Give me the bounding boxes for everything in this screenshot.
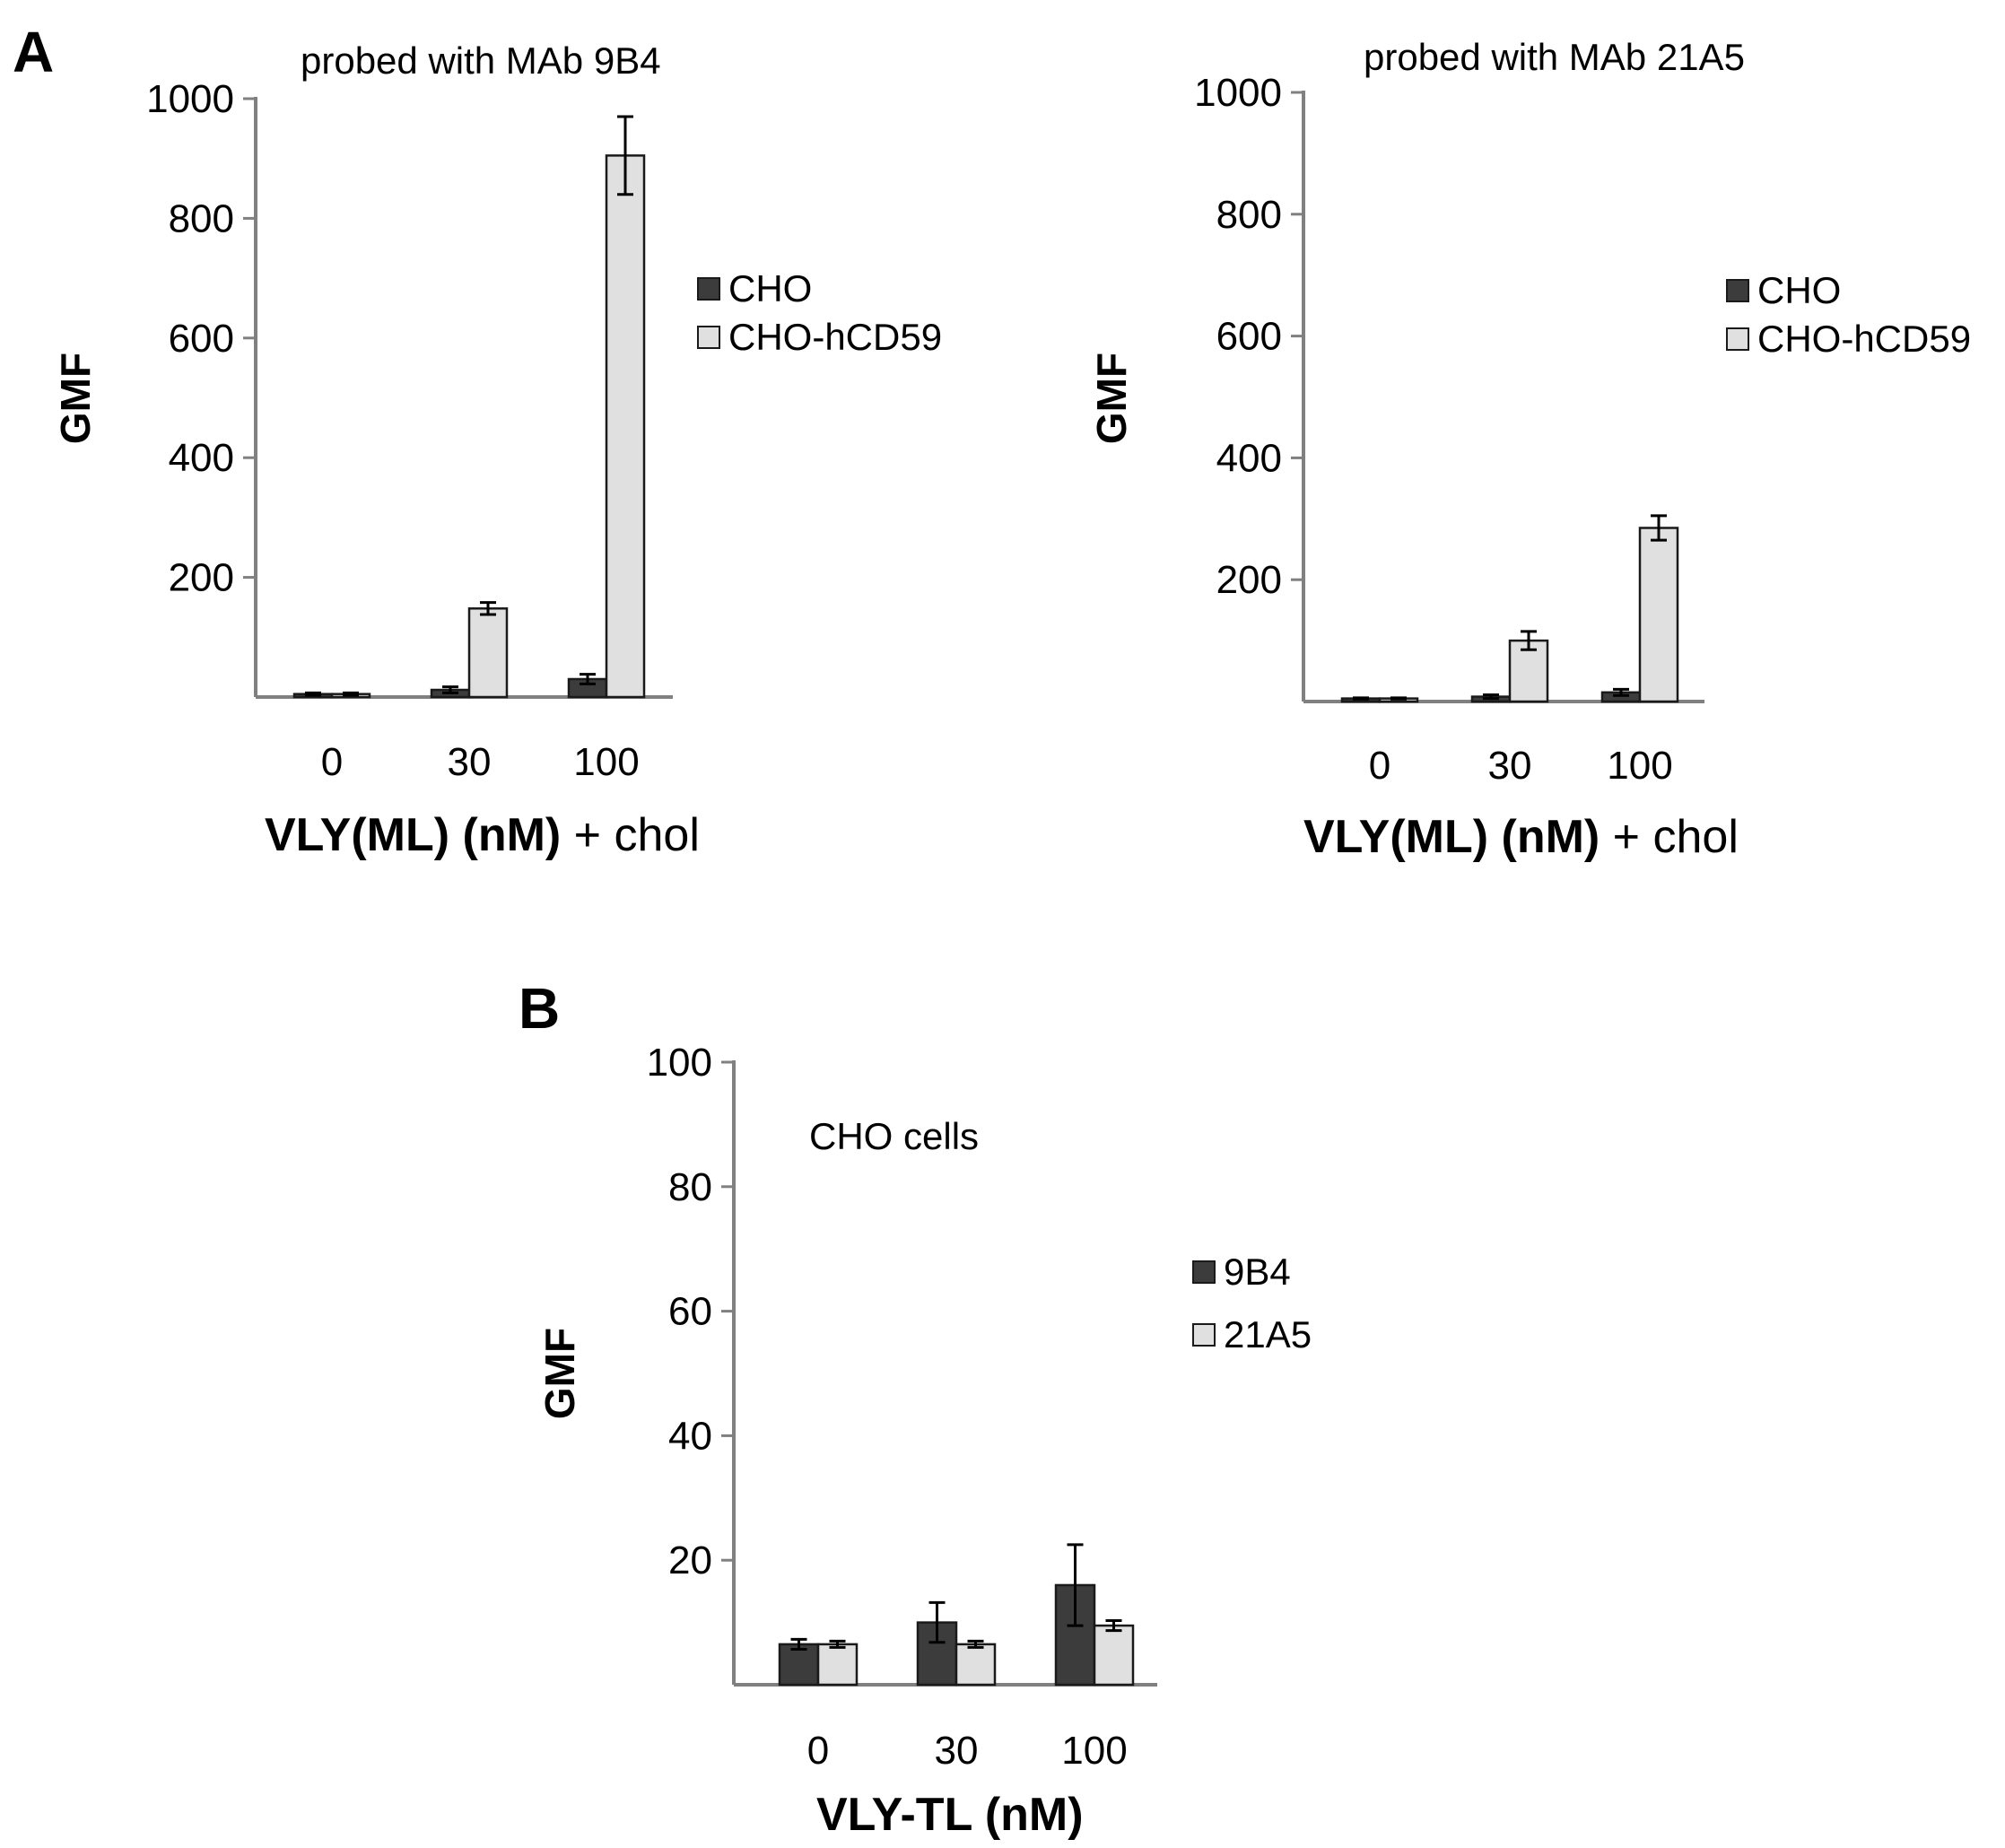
x-axis-label-bold: VLY(ML) (nM) bbox=[265, 809, 561, 861]
legend-swatch bbox=[697, 326, 720, 349]
legend-label: CHO bbox=[1757, 269, 1841, 311]
y-tick-label: 400 bbox=[169, 436, 234, 480]
legend-label: CHO bbox=[728, 267, 812, 309]
bar-21a5 bbox=[816, 1643, 859, 1687]
y-tick-label: 40 bbox=[668, 1414, 712, 1458]
legend-label: 21A5 bbox=[1224, 1313, 1312, 1355]
y-axis-label: GMF bbox=[536, 1328, 583, 1419]
bar-cho-hcd59 bbox=[605, 154, 646, 699]
x-category-label: 30 bbox=[448, 740, 492, 784]
legend-swatch bbox=[1726, 327, 1749, 351]
x-category-label: 30 bbox=[1488, 744, 1532, 788]
legend-swatch bbox=[697, 277, 720, 301]
y-tick-label: 1000 bbox=[1194, 71, 1282, 115]
bar-21a5 bbox=[955, 1643, 997, 1687]
x-axis-label: VLY(ML) (nM) + chol bbox=[1303, 811, 1739, 863]
x-axis-label-bold: VLY-TL (nM) bbox=[816, 1789, 1084, 1841]
y-tick-label: 1000 bbox=[146, 77, 234, 121]
y-tick-label: 800 bbox=[169, 196, 234, 240]
chart-annotation: CHO cells bbox=[809, 1115, 979, 1157]
bar-cho-hcd59 bbox=[467, 607, 509, 699]
panel-label-a: A bbox=[13, 20, 54, 84]
x-axis-label-rest: + chol bbox=[1600, 811, 1739, 863]
x-category-label: 0 bbox=[1369, 744, 1390, 788]
y-tick-label: 100 bbox=[647, 1041, 712, 1085]
panel-label-b: B bbox=[519, 976, 560, 1041]
y-tick-label: 600 bbox=[1216, 315, 1282, 359]
legend-swatch bbox=[1726, 279, 1749, 302]
bar-9b4 bbox=[778, 1643, 820, 1687]
x-axis-label: VLY(ML) (nM) + chol bbox=[265, 809, 700, 861]
x-axis-label-bold: VLY(ML) (nM) bbox=[1303, 811, 1600, 863]
bar-21a5 bbox=[1093, 1624, 1135, 1687]
legend-swatch bbox=[1192, 1323, 1216, 1347]
x-category-label: 100 bbox=[573, 740, 639, 784]
x-category-label: 0 bbox=[807, 1729, 829, 1773]
y-tick-label: 20 bbox=[668, 1539, 712, 1582]
y-tick-label: 400 bbox=[1216, 436, 1282, 480]
x-category-label: 100 bbox=[1607, 744, 1672, 788]
x-axis-label: VLY-TL (nM) bbox=[816, 1789, 1084, 1841]
x-category-label: 0 bbox=[321, 740, 343, 784]
legend-label: CHO-hCD59 bbox=[728, 316, 942, 358]
chart-9b4: 200 400 600 800 1000 0 30 100 VLY(ML) (nM) + cho… bbox=[52, 39, 942, 861]
y-tick-label: 800 bbox=[1216, 193, 1282, 237]
y-axis-label: GMF bbox=[1088, 353, 1135, 444]
y-tick-label: 200 bbox=[169, 556, 234, 600]
legend-label: 9B4 bbox=[1224, 1251, 1291, 1293]
legend-label: CHO-hCD59 bbox=[1757, 318, 1971, 360]
y-axis-label: GMF bbox=[52, 353, 99, 444]
y-tick-label: 60 bbox=[668, 1290, 712, 1334]
y-tick-label: 80 bbox=[668, 1165, 712, 1209]
chart-title: probed with MAb 21A5 bbox=[1364, 36, 1745, 78]
bar-cho-hcd59 bbox=[1638, 527, 1679, 703]
chart-title: probed with MAb 9B4 bbox=[301, 39, 661, 82]
y-tick-label: 200 bbox=[1216, 558, 1282, 602]
chart-cho-cells: 20 40 60 80 100 0 30 100 VLY-TL (nM) GMF CHO cells… bbox=[536, 1041, 1312, 1841]
y-tick-label: 600 bbox=[169, 317, 234, 361]
x-axis-label-rest: + chol bbox=[561, 809, 700, 861]
x-category-label: 30 bbox=[935, 1729, 979, 1773]
legend-swatch bbox=[1192, 1260, 1216, 1284]
x-category-label: 100 bbox=[1061, 1729, 1127, 1773]
